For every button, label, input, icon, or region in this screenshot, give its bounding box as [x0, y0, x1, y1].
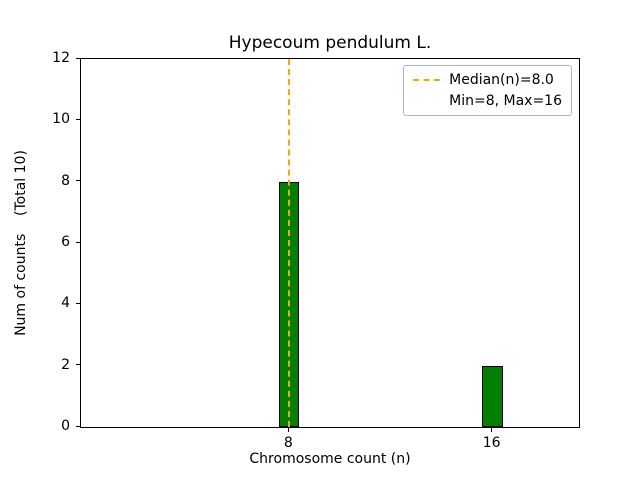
y-axis-ticks: 0 2 4 6 8 10 12 [0, 50, 80, 434]
y-tick-mark [76, 180, 80, 182]
legend-empty-handle [413, 100, 440, 102]
legend-label: Median(n)=8.0 [449, 72, 554, 88]
y-tick-mark [76, 425, 80, 427]
y-tick-mark [76, 241, 80, 243]
plot-area: Median(n)=8.0 Min=8, Max=16 [80, 58, 580, 428]
legend-item: Median(n)=8.0 [413, 72, 562, 88]
y-tick-mark [76, 118, 80, 120]
y-tick-mark [76, 302, 80, 304]
y-tick-label: 12 [52, 50, 70, 66]
x-tick-label: 16 [482, 435, 501, 451]
chart-title: Hypecoum pendulum L. [228, 33, 432, 53]
legend-label: Min=8, Max=16 [449, 93, 562, 109]
x-tick-mark [287, 428, 289, 432]
y-tick-label: 8 [61, 172, 70, 189]
legend-dashed-line-icon [413, 79, 441, 81]
y-tick-mark [76, 57, 80, 59]
y-tick-mark [76, 364, 80, 366]
legend: Median(n)=8.0 Min=8, Max=16 [403, 65, 572, 116]
y-tick-label: 4 [61, 295, 70, 312]
y-tick-label: 2 [61, 356, 70, 373]
bar-x16 [482, 365, 503, 427]
x-tick-mark [491, 428, 493, 432]
legend-item: Min=8, Max=16 [413, 93, 562, 109]
x-axis-ticks: 8 16 [80, 428, 580, 458]
y-tick-label: 10 [52, 111, 70, 128]
x-tick-label: 8 [283, 435, 293, 451]
y-tick-label: 0 [61, 418, 70, 434]
median-line [288, 59, 291, 427]
x-axis-label: Chromosome count (n) [249, 451, 411, 467]
y-tick-label: 6 [61, 234, 70, 250]
